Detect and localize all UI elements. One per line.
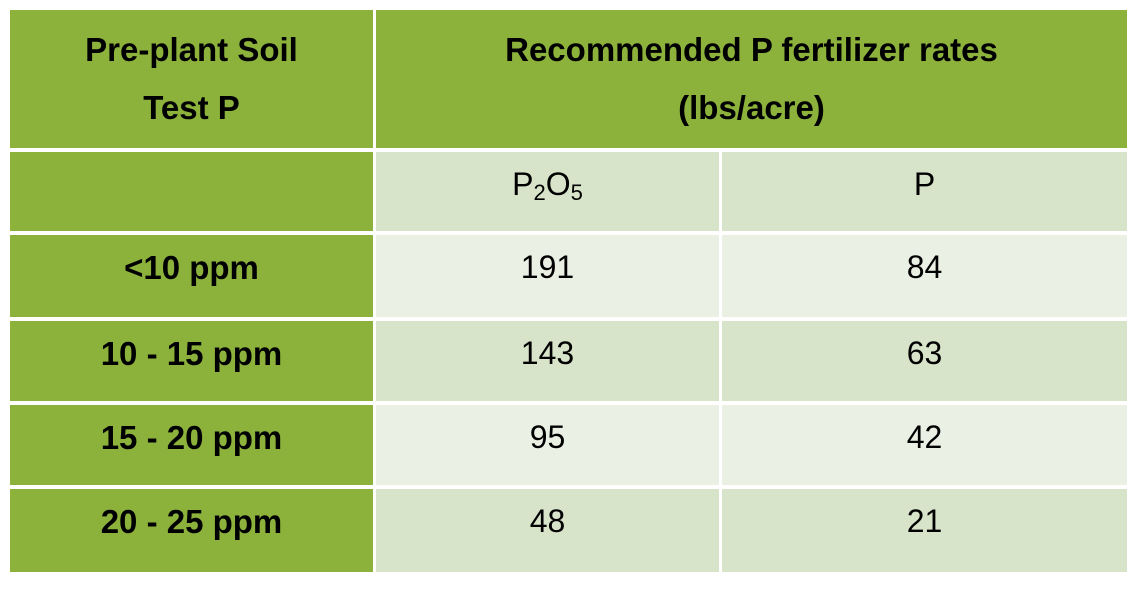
row-p2o5-value: 191 xyxy=(376,235,719,317)
row-p-value: 42 xyxy=(722,405,1127,485)
header-rates-line1: Recommended P fertilizer rates xyxy=(505,31,998,68)
p2o5-sub-2: 2 xyxy=(533,180,546,205)
row-range-label: <10 ppm xyxy=(10,235,373,317)
row-p-value: 21 xyxy=(722,489,1127,572)
fertilizer-rate-table: Pre-plant Soil Test P Recommended P fert… xyxy=(10,10,1127,576)
p2o5-o: O xyxy=(545,166,571,202)
header-soil-test-p: Pre-plant Soil Test P xyxy=(10,10,373,148)
header-soil-test-line1: Pre-plant Soil xyxy=(85,31,298,68)
row-p-value: 84 xyxy=(722,235,1127,317)
p2o5-p: P xyxy=(512,166,534,202)
p2o5-formula: P2O5 xyxy=(512,166,583,206)
row-range-label: 20 - 25 ppm xyxy=(10,489,373,572)
row-p2o5-value: 48 xyxy=(376,489,719,572)
header-rates-line2: (lbs/acre) xyxy=(678,89,825,126)
row-range-label: 10 - 15 ppm xyxy=(10,321,373,401)
subheader-blank-cell xyxy=(10,152,373,231)
row-p2o5-value: 95 xyxy=(376,405,719,485)
header-recommended-rates: Recommended P fertilizer rates (lbs/acre… xyxy=(376,10,1127,148)
row-p2o5-value: 143 xyxy=(376,321,719,401)
subheader-p: P xyxy=(722,152,1127,231)
row-p-value: 63 xyxy=(722,321,1127,401)
row-range-label: 15 - 20 ppm xyxy=(10,405,373,485)
subheader-p2o5: P2O5 xyxy=(376,152,719,231)
p2o5-sub-5: 5 xyxy=(570,180,583,205)
header-soil-test-line2: Test P xyxy=(143,89,240,126)
